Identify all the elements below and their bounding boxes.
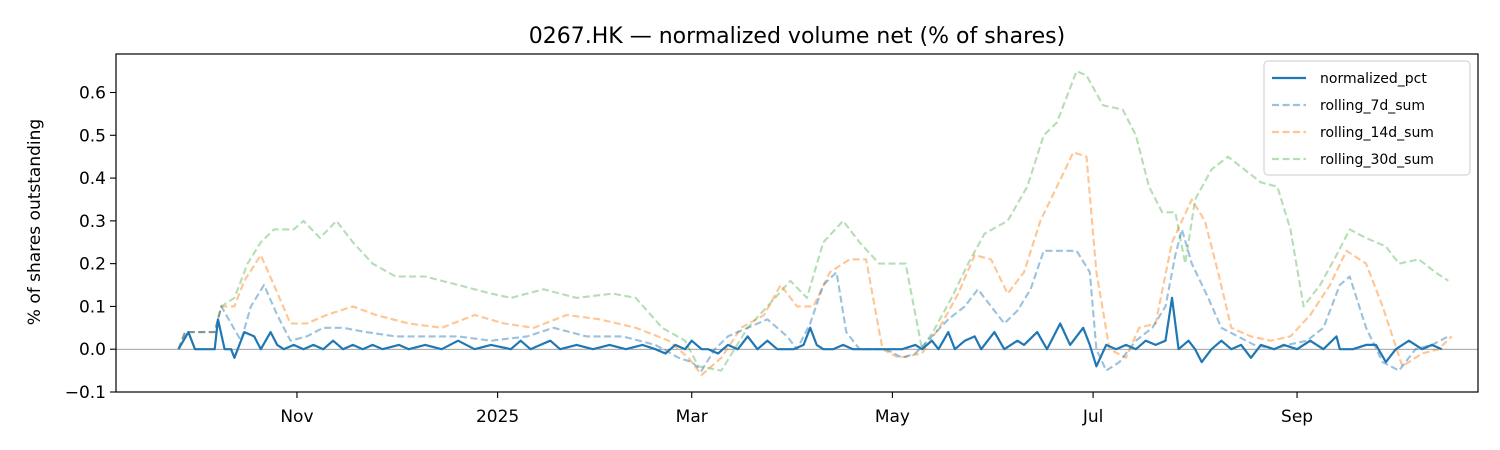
series-line-rolling-7d-sum — [177, 228, 1449, 372]
y-tick-label: 0.1 — [79, 297, 106, 317]
x-tick-label: May — [875, 407, 910, 427]
y-tick-label: 0.3 — [79, 212, 106, 232]
y-tick-label: 0.0 — [79, 340, 106, 360]
chart-title: 0267.HK — normalized volume net (% of sh… — [529, 24, 1065, 49]
legend: normalized_pct rolling_7d_sum rolling_14d_… — [1263, 60, 1471, 176]
legend-label-rolling-7d-sum: rolling_7d_sum — [1320, 98, 1425, 114]
x-tick-label: Jul — [1082, 407, 1104, 427]
x-tick-label: Sep — [1281, 407, 1313, 427]
series-line-normalized-pct — [177, 296, 1443, 368]
series-line-rolling-14d-sum — [177, 151, 1453, 376]
y-axis: −0.1 0.0 0.1 0.2 0.3 0.4 0.5 0.6 — [65, 84, 116, 403]
series-line-rolling-30d-sum — [177, 70, 1449, 372]
y-tick-label: −0.1 — [65, 383, 106, 403]
y-tick-label: 0.2 — [79, 255, 106, 275]
legend-box — [1263, 60, 1471, 176]
plot-frame — [115, 53, 1479, 393]
plot-area — [115, 53, 1479, 393]
y-axis-label: % of shares outstanding — [25, 119, 45, 325]
y-tick-label: 0.5 — [79, 126, 106, 146]
y-tick-label: 0.6 — [79, 84, 106, 104]
y-tick-label: 0.4 — [79, 169, 106, 189]
x-axis: Nov 2025 Mar May Jul Sep — [280, 392, 1313, 427]
legend-label-rolling-30d-sum: rolling_30d_sum — [1320, 152, 1434, 168]
x-tick-label: 2025 — [476, 407, 519, 427]
x-tick-label: Nov — [280, 407, 313, 427]
legend-label-rolling-14d-sum: rolling_14d_sum — [1320, 125, 1434, 141]
legend-label-normalized-pct: normalized_pct — [1320, 71, 1427, 87]
x-tick-label: Mar — [676, 407, 708, 427]
